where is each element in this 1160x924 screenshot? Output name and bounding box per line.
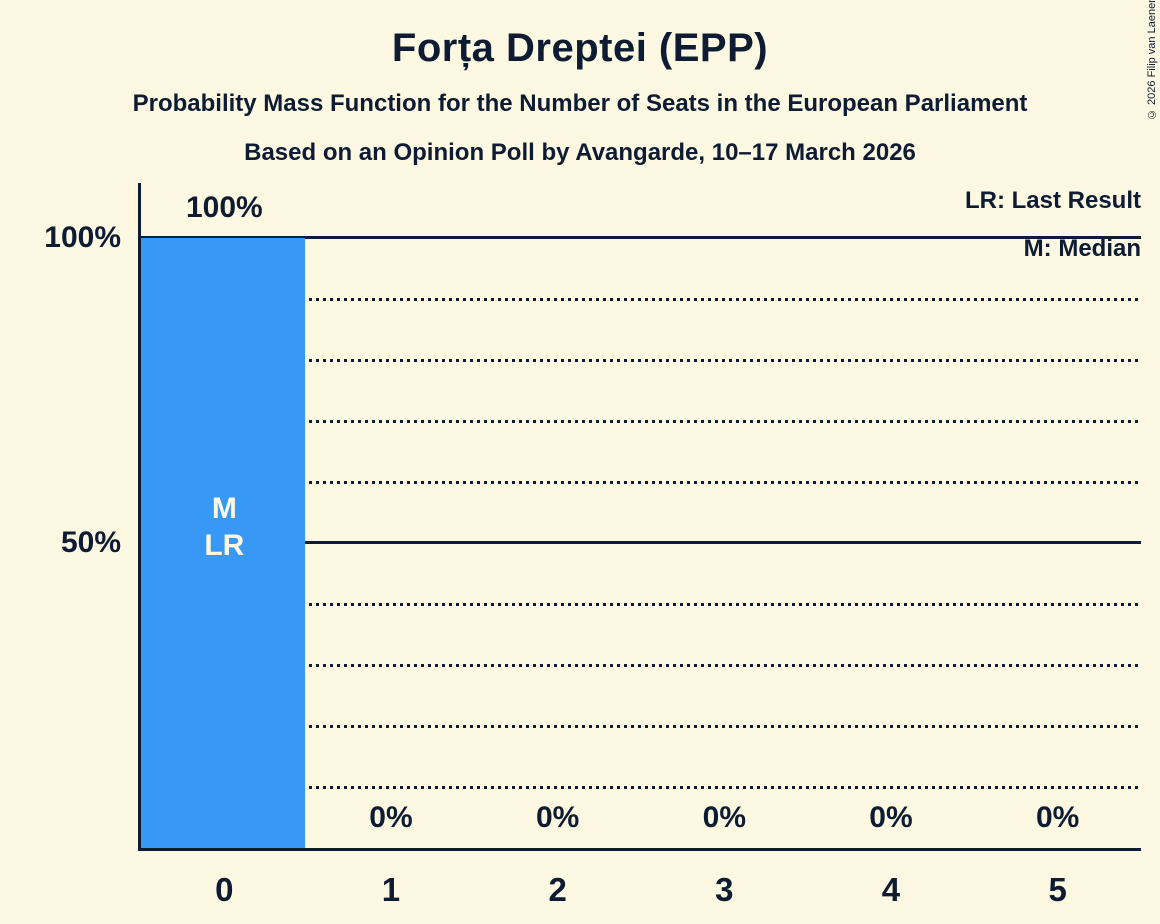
bar-value-label-1: 0% bbox=[369, 800, 413, 834]
x-tick-label-4: 4 bbox=[881, 871, 901, 908]
x-axis-line bbox=[138, 848, 1141, 851]
x-tick-label-1: 1 bbox=[381, 871, 401, 908]
copyright-notice: © 2026 Filip van Laenen bbox=[1146, 0, 1158, 120]
bar-value-label-5: 0% bbox=[1035, 800, 1080, 834]
x-tick-label-0: 0 bbox=[215, 871, 234, 908]
page-title: Forța Dreptei (EPP) bbox=[391, 26, 769, 70]
y-tick-label-100: 100% bbox=[44, 221, 121, 254]
gridline-60 bbox=[141, 480, 1141, 484]
gridline-90 bbox=[141, 297, 1141, 301]
x-tick-label-3: 3 bbox=[715, 871, 734, 908]
gridline-10 bbox=[141, 785, 1141, 789]
gridline-70 bbox=[141, 419, 1141, 423]
bar-value-label-3: 0% bbox=[702, 800, 746, 834]
bar-annotation-0: M LR bbox=[141, 490, 308, 564]
subtitle-line-2: Based on an Opinion Poll by Avangarde, 1… bbox=[244, 139, 916, 166]
bar-annotation-line: M bbox=[211, 492, 237, 525]
gridline-30 bbox=[141, 663, 1141, 667]
legend-item-median: M: Median bbox=[1023, 235, 1141, 262]
subtitle-line-1: Probability Mass Function for the Number… bbox=[132, 90, 1028, 117]
bar-seat-0 bbox=[141, 238, 306, 848]
x-tick-label-5: 5 bbox=[1048, 871, 1067, 908]
bar-value-label-0: 100% bbox=[185, 190, 263, 224]
x-tick-label-2: 2 bbox=[548, 871, 567, 908]
gridline-100 bbox=[141, 236, 1141, 239]
bar-value-label-2: 0% bbox=[535, 800, 580, 834]
bar-annotation-line: LR bbox=[204, 529, 245, 562]
gridline-20 bbox=[141, 724, 1141, 728]
legend-item-last-result: LR: Last Result bbox=[964, 187, 1141, 214]
y-axis-line bbox=[138, 183, 141, 851]
y-tick-label-50: 50% bbox=[60, 526, 121, 559]
gridline-40 bbox=[141, 602, 1141, 606]
gridline-80 bbox=[141, 358, 1141, 362]
bar-value-label-4: 0% bbox=[869, 800, 913, 834]
gridline-50 bbox=[141, 541, 1141, 544]
